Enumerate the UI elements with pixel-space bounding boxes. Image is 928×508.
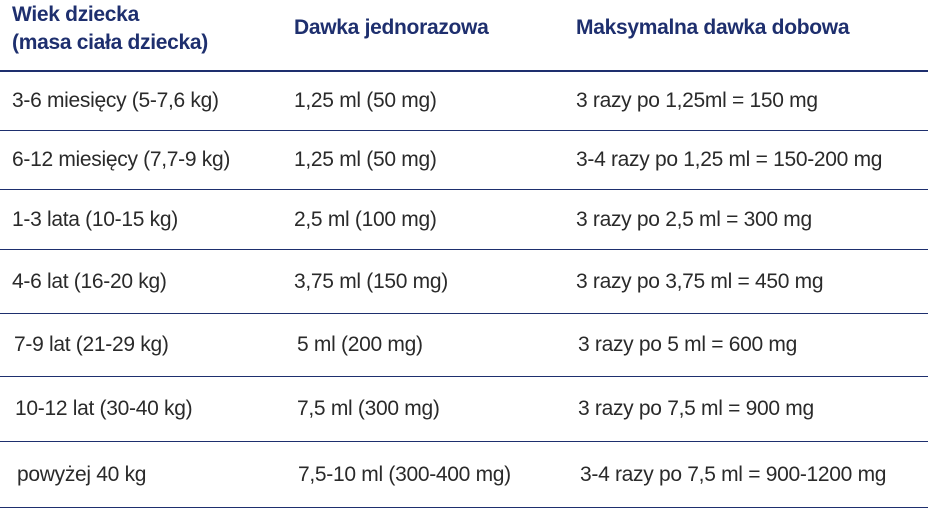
cell-dose: 2,5 ml (100 mg) <box>294 207 437 231</box>
table-row: 6-12 miesięcy (7,7-9 kg) 1,25 ml (50 mg)… <box>0 131 928 190</box>
cell-age: 10-12 lat (30-40 kg) <box>15 397 193 420</box>
table-row: 4-6 lat (16-20 kg) 3,75 ml (150 mg) 3 ra… <box>0 250 928 314</box>
cell-max: 3-4 razy po 7,5 ml = 900-1200 mg <box>580 462 887 486</box>
cell-max: 3 razy po 2,5 ml = 300 mg <box>576 207 812 231</box>
header-max-daily-dose: Maksymalna dawka dobowa <box>576 16 850 39</box>
cell-max: 3 razy po 7,5 ml = 900 mg <box>578 397 814 420</box>
header-single-dose: Dawka jednorazowa <box>294 16 489 39</box>
cell-max: 3-4 razy po 1,25 ml = 150-200 mg <box>576 148 883 171</box>
cell-max: 3 razy po 1,25ml = 150 mg <box>576 89 818 112</box>
cell-dose: 5 ml (200 mg) <box>297 333 423 356</box>
cell-age: 3-6 miesięcy (5-7,6 kg) <box>12 89 219 112</box>
table-row: 10-12 lat (30-40 kg) 7,5 ml (300 mg) 3 r… <box>0 377 928 442</box>
cell-dose: 7,5 ml (300 mg) <box>297 397 440 420</box>
cell-age: 4-6 lat (16-20 kg) <box>12 269 167 293</box>
table-header: Wiek dziecka (masa ciała dziecka) Dawka … <box>0 0 928 72</box>
header-age: Wiek dziecka (masa ciała dziecka) <box>12 1 208 57</box>
cell-dose: 7,5-10 ml (300-400 mg) <box>298 462 511 486</box>
table-row: 7-9 lat (21-29 kg) 5 ml (200 mg) 3 razy … <box>0 314 928 377</box>
cell-dose: 1,25 ml (50 mg) <box>294 148 437 171</box>
cell-dose: 1,25 ml (50 mg) <box>294 89 437 112</box>
cell-age: powyżej 40 kg <box>17 462 147 486</box>
cell-max: 3 razy po 3,75 ml = 450 mg <box>576 269 824 293</box>
table-row: powyżej 40 kg 7,5-10 ml (300-400 mg) 3-4… <box>0 442 928 508</box>
table-row: 3-6 miesięcy (5-7,6 kg) 1,25 ml (50 mg) … <box>0 72 928 131</box>
cell-age: 6-12 miesięcy (7,7-9 kg) <box>12 148 231 171</box>
table-row: 1-3 lata (10-15 kg) 2,5 ml (100 mg) 3 ra… <box>0 190 928 250</box>
cell-age: 1-3 lata (10-15 kg) <box>12 207 178 231</box>
cell-dose: 3,75 ml (150 mg) <box>294 269 448 293</box>
header-age-line1: Wiek dziecka <box>12 3 139 26</box>
header-age-line2: (masa ciała dziecka) <box>12 31 208 54</box>
cell-age: 7-9 lat (21-29 kg) <box>14 333 169 356</box>
cell-max: 3 razy po 5 ml = 600 mg <box>578 333 797 356</box>
